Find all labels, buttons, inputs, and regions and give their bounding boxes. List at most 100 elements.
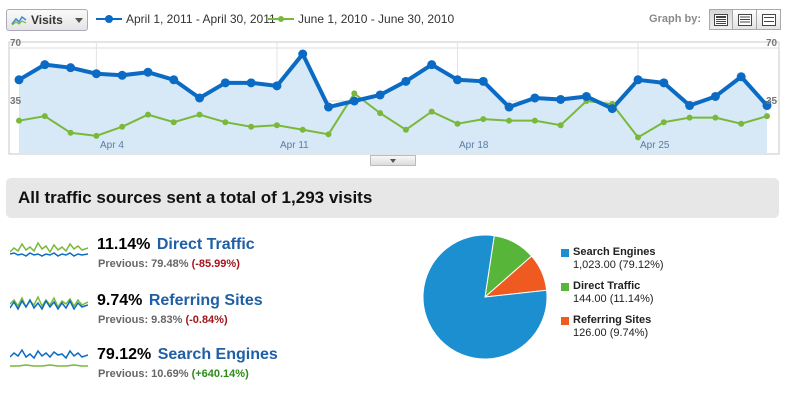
previous-data-point[interactable]: [248, 123, 255, 130]
current-data-point[interactable]: [220, 78, 230, 88]
previous-data-point[interactable]: [712, 114, 719, 121]
y-tick-left-top: 70: [10, 38, 22, 49]
previous-data-point[interactable]: [480, 116, 487, 123]
source-search-link[interactable]: Search Engines: [157, 346, 278, 363]
graph-by-buttons: [709, 9, 781, 30]
current-data-point[interactable]: [530, 93, 540, 103]
change-badge: (-85.99%): [191, 258, 240, 270]
current-data-point[interactable]: [710, 91, 720, 101]
legend-value: 144.00 (11.14%): [573, 293, 654, 305]
previous-data-point[interactable]: [660, 119, 667, 126]
previous-data-point[interactable]: [557, 122, 564, 129]
current-data-point[interactable]: [195, 93, 205, 103]
graph-by-week-button[interactable]: [733, 9, 757, 30]
current-data-point[interactable]: [736, 72, 746, 82]
current-data-point[interactable]: [607, 104, 617, 114]
current-data-point[interactable]: [581, 91, 591, 101]
chevron-down-icon: [75, 18, 83, 23]
current-data-point[interactable]: [66, 63, 76, 73]
pie-legend-referring[interactable]: Referring Sites 126.00 (9.74%): [561, 314, 761, 348]
chart-expand-handle[interactable]: [370, 155, 416, 166]
legend-current-range[interactable]: April 1, 2011 - April 30, 2011: [96, 12, 276, 26]
sparkline-green-line: [10, 241, 88, 254]
graph-by-label: Graph by:: [649, 13, 701, 25]
sparkline-referring: [10, 295, 88, 311]
previous-data-point[interactable]: [144, 111, 151, 118]
previous-data-point[interactable]: [531, 117, 538, 124]
x-tick-label: Apr 18: [459, 140, 489, 151]
previous-data-point[interactable]: [299, 126, 306, 133]
previous-data-point[interactable]: [93, 132, 100, 139]
previous-data-point[interactable]: [119, 123, 126, 130]
source-row-direct: 11.14% Direct Traffic Previous: 79.48% (…: [10, 236, 390, 280]
green-line-marker-icon: [268, 14, 294, 24]
source-referring-summary: 9.74% Referring Sites: [97, 292, 263, 310]
current-data-point[interactable]: [91, 69, 101, 79]
current-data-point[interactable]: [324, 102, 334, 112]
current-data-point[interactable]: [427, 60, 437, 70]
current-data-point[interactable]: [504, 102, 514, 112]
previous-data-point[interactable]: [506, 117, 513, 124]
current-data-point[interactable]: [143, 67, 153, 77]
current-data-point[interactable]: [401, 76, 411, 86]
previous-data-point[interactable]: [170, 119, 177, 126]
source-pct: 11.14%: [97, 236, 151, 253]
current-data-point[interactable]: [298, 49, 308, 59]
previous-data-point[interactable]: [764, 113, 770, 120]
legend-current-label: April 1, 2011 - April 30, 2011: [126, 12, 276, 26]
previous-data-point[interactable]: [351, 90, 358, 97]
current-data-point[interactable]: [272, 81, 282, 91]
previous-data-point[interactable]: [196, 111, 203, 118]
sparkline-search: [10, 348, 88, 367]
change-badge: (-0.84%): [185, 314, 228, 326]
previous-data-point[interactable]: [222, 119, 229, 126]
source-row-referring: 9.74% Referring Sites Previous: 9.83% (-…: [10, 292, 390, 336]
source-referring-link[interactable]: Referring Sites: [148, 292, 263, 309]
sparkline-green-line: [10, 295, 88, 309]
legend-label: Referring Sites: [573, 314, 652, 326]
pie-slice-search-engines[interactable]: [422, 234, 548, 360]
previous-value: Previous: 10.69%: [98, 368, 189, 380]
metric-label: Visits: [31, 13, 63, 27]
month-icon: [761, 13, 776, 26]
graph-by-day-button[interactable]: [709, 9, 733, 30]
pie-legend-direct[interactable]: Direct Traffic 144.00 (11.14%): [561, 280, 761, 314]
previous-data-point[interactable]: [16, 117, 22, 124]
previous-data-point[interactable]: [635, 134, 642, 141]
previous-data-point[interactable]: [402, 126, 409, 133]
previous-data-point[interactable]: [273, 122, 280, 129]
previous-value: Previous: 9.83%: [98, 314, 183, 326]
pie-legend-search[interactable]: Search Engines 1,023.00 (79.12%): [561, 246, 761, 280]
current-data-point[interactable]: [375, 90, 385, 100]
previous-data-point[interactable]: [738, 120, 745, 127]
current-data-point[interactable]: [633, 75, 643, 85]
current-data-point[interactable]: [246, 78, 256, 88]
previous-data-point[interactable]: [67, 129, 74, 136]
current-data-point[interactable]: [117, 70, 127, 80]
previous-data-point[interactable]: [41, 113, 48, 120]
metric-dropdown[interactable]: Visits: [6, 9, 88, 31]
current-data-point[interactable]: [452, 75, 462, 85]
current-data-point[interactable]: [659, 78, 669, 88]
legend-previous-range[interactable]: June 1, 2010 - June 30, 2010: [268, 12, 454, 26]
previous-data-point[interactable]: [325, 131, 332, 138]
previous-data-point[interactable]: [428, 108, 435, 115]
previous-data-point[interactable]: [686, 114, 693, 121]
legend-swatch-orange: [561, 317, 569, 325]
source-direct-link[interactable]: Direct Traffic: [156, 236, 255, 253]
current-data-point[interactable]: [169, 75, 179, 85]
previous-data-point[interactable]: [454, 120, 461, 127]
graph-by-month-button[interactable]: [757, 9, 781, 30]
current-data-point[interactable]: [685, 101, 695, 111]
legend-previous-label: June 1, 2010 - June 30, 2010: [298, 12, 455, 26]
sparkline-green-line: [10, 364, 88, 367]
current-data-point[interactable]: [762, 101, 772, 111]
legend-value: 126.00 (9.74%): [573, 327, 649, 339]
previous-data-point[interactable]: [377, 110, 384, 117]
current-data-point[interactable]: [40, 60, 50, 70]
current-data-point[interactable]: [478, 76, 488, 86]
current-series-area: [19, 54, 767, 154]
current-data-point[interactable]: [349, 96, 359, 106]
current-data-point[interactable]: [556, 94, 566, 104]
current-data-point[interactable]: [14, 75, 24, 85]
